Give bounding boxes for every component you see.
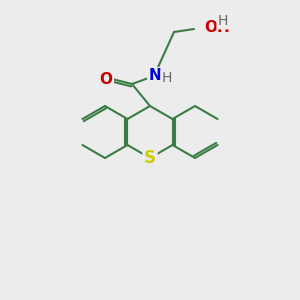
Text: O: O bbox=[100, 71, 112, 86]
Text: S: S bbox=[144, 149, 156, 167]
Text: N: N bbox=[148, 68, 161, 83]
Text: OH: OH bbox=[204, 20, 230, 34]
Text: H: H bbox=[218, 14, 228, 28]
Text: H: H bbox=[162, 71, 172, 85]
